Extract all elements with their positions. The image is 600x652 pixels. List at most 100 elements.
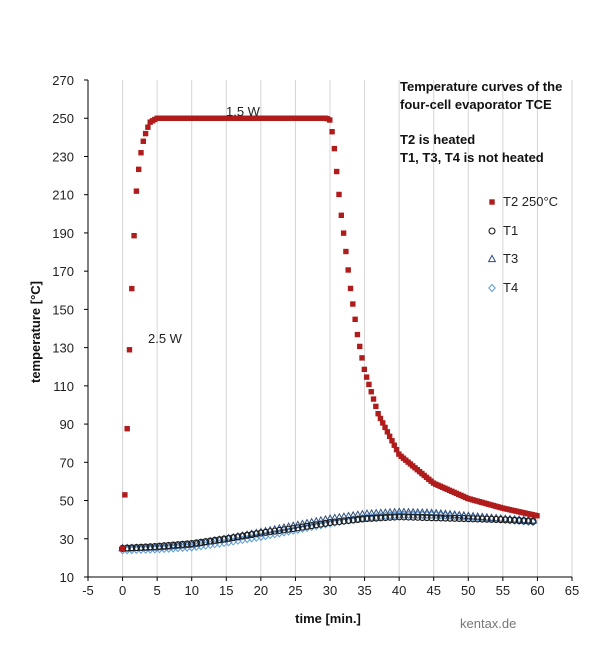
y-tick-label: 230	[52, 149, 74, 164]
data-point	[288, 521, 298, 529]
data-point	[339, 512, 349, 520]
data-point	[373, 403, 379, 410]
x-tick-label: 45	[426, 583, 440, 598]
data-point	[146, 543, 154, 551]
data-point	[384, 429, 391, 435]
data-point	[413, 507, 422, 516]
data-point	[352, 316, 358, 323]
data-point	[408, 507, 418, 516]
y-tick-label: 90	[60, 417, 74, 432]
data-point	[266, 528, 274, 536]
data-point	[220, 535, 228, 543]
data-point	[321, 514, 330, 523]
data-point	[400, 513, 408, 521]
y-tick-label: 270	[52, 73, 74, 88]
data-point	[529, 517, 537, 525]
data-point	[361, 366, 368, 373]
data-point	[487, 515, 496, 523]
data-point	[333, 168, 340, 175]
data-point	[368, 514, 376, 522]
data-point	[366, 381, 372, 388]
series-t1	[119, 513, 537, 552]
y-axis-label: temperature [°C]	[28, 281, 43, 383]
data-point	[340, 517, 348, 525]
data-point	[348, 510, 358, 519]
x-tick-label: 35	[357, 583, 371, 598]
data-point	[376, 508, 386, 517]
data-point	[178, 540, 187, 548]
legend-label-t1: T1	[503, 223, 518, 238]
annotation-1-5w: 1.5 W	[226, 104, 261, 119]
x-tick-label: 20	[254, 583, 268, 598]
data-point	[132, 544, 140, 552]
data-point	[363, 374, 370, 380]
data-point	[359, 355, 365, 361]
data-point	[370, 396, 377, 402]
data-point	[445, 509, 455, 518]
x-tick-labels: -5 0 5 10 15 20 25 30 35 40 45 50 55 60 65	[82, 583, 579, 598]
data-point	[126, 347, 133, 353]
data-point	[395, 507, 404, 516]
data-point	[142, 130, 149, 137]
data-point	[464, 511, 473, 519]
y-tick-label: 170	[52, 264, 74, 279]
data-point	[160, 542, 168, 550]
data-point	[312, 521, 320, 529]
data-point	[386, 513, 394, 521]
data-point	[431, 508, 441, 517]
data-point	[381, 508, 390, 516]
data-point	[298, 523, 306, 531]
data-point	[188, 539, 196, 548]
x-tick-label: 40	[392, 583, 406, 598]
note-line-2: T1, T3, T4 is not heated	[400, 150, 544, 165]
data-point	[344, 511, 353, 520]
data-point	[183, 540, 191, 548]
chart-title-line-2: four-cell evaporator TCE	[400, 97, 552, 112]
data-point	[362, 509, 372, 517]
data-point	[354, 331, 361, 338]
legend-symbol	[488, 283, 496, 293]
data-point	[248, 531, 256, 539]
data-point	[285, 525, 293, 533]
x-tick-label: 65	[565, 583, 579, 598]
data-point	[454, 510, 464, 519]
data-point	[137, 543, 145, 551]
data-point	[358, 515, 366, 523]
data-point	[474, 515, 482, 523]
data-point	[478, 515, 486, 523]
data-point	[335, 517, 343, 526]
data-point	[336, 191, 342, 198]
data-point	[451, 514, 459, 522]
data-point	[395, 513, 403, 521]
y-tick-label: 190	[52, 226, 74, 241]
x-tick-label: 5	[154, 583, 161, 598]
x-tick-label: 55	[496, 583, 510, 598]
data-point	[317, 520, 325, 528]
axes	[84, 79, 573, 581]
data-point	[455, 514, 463, 522]
data-point	[229, 534, 237, 542]
data-point	[441, 514, 449, 522]
data-point	[135, 166, 142, 173]
data-point	[165, 541, 173, 550]
data-point	[302, 518, 312, 527]
data-point	[243, 531, 251, 539]
y-tick-label: 210	[52, 188, 74, 203]
data-point	[404, 507, 413, 516]
data-point	[501, 516, 509, 524]
data-point	[294, 524, 302, 532]
data-point	[534, 513, 540, 519]
data-point	[386, 433, 393, 440]
data-point	[382, 424, 388, 431]
data-point	[428, 514, 436, 522]
data-point	[391, 442, 397, 448]
data-point	[393, 446, 400, 453]
data-point	[155, 542, 164, 550]
data-point	[385, 507, 395, 516]
data-point	[469, 515, 477, 523]
data-point	[483, 515, 491, 523]
data-point	[327, 117, 333, 123]
data-point	[367, 508, 376, 517]
data-point	[423, 514, 431, 522]
